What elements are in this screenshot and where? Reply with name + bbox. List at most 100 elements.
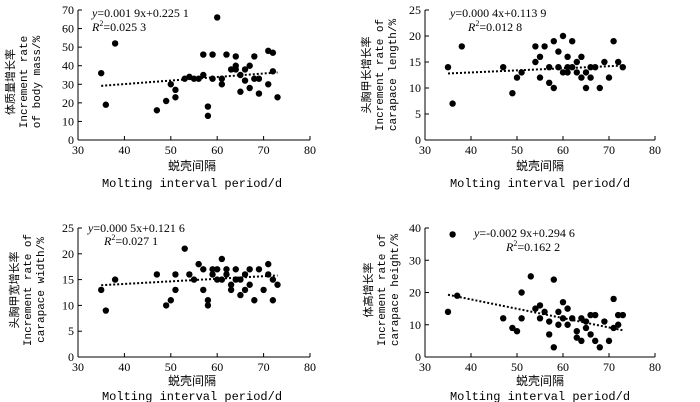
data-point [269, 49, 277, 56]
y-tick-label: 50 [62, 40, 74, 54]
x-tick-label: 30 [72, 143, 84, 157]
y-tick-label: 40 [409, 221, 421, 235]
data-point [153, 107, 161, 114]
data-point [449, 100, 456, 107]
r-squared: R2=0.027 1 [103, 233, 158, 248]
data-point [241, 77, 249, 84]
data-point [587, 331, 594, 338]
data-point [98, 69, 105, 77]
data-point [269, 297, 277, 304]
data-point [223, 51, 230, 58]
data-point [610, 38, 617, 45]
data-point [200, 51, 207, 58]
x-tick-label: 80 [304, 143, 316, 157]
data-point [555, 63, 562, 71]
ylabel-carapace-width: 头胸甲宽增长率 Increment rate of carapace width… [7, 234, 48, 346]
data-point [209, 51, 216, 58]
data-point [610, 324, 617, 332]
data-point [555, 48, 562, 55]
data-point [269, 68, 277, 75]
panel-carapace-length: 头胸甲长增长率 Increment rate of carapace lengt… [359, 3, 661, 191]
x-tick-label: 70 [258, 360, 270, 374]
data-point [582, 69, 590, 76]
data-point [111, 40, 119, 47]
data-point [200, 71, 207, 79]
data-point [265, 81, 272, 88]
data-point [619, 311, 626, 319]
data-point [214, 266, 221, 273]
x-tick-label: 40 [118, 360, 130, 374]
data-point [162, 97, 170, 105]
data-point [550, 84, 557, 92]
data-point [596, 344, 603, 351]
data-point [559, 69, 567, 76]
data-point [582, 318, 590, 325]
data-point [172, 271, 179, 278]
data-point [237, 276, 244, 283]
data-point [518, 289, 525, 296]
data-point [98, 286, 105, 294]
y-tick-label: 10 [409, 318, 421, 332]
data-point [237, 88, 244, 95]
ylabel-en-line2: of body mass/% [32, 35, 44, 128]
ylabel-en-line1: Increment rate of [375, 19, 387, 131]
y-tick-label: 30 [409, 253, 421, 267]
data-point [255, 266, 263, 273]
ylabel-en-line2: carapace height/% [390, 233, 402, 346]
data-point [546, 79, 553, 87]
x-tick-label: 60 [211, 360, 223, 374]
data-point [536, 315, 544, 322]
r-squared: R2=0.025 3 [91, 19, 146, 34]
data-point [550, 276, 557, 283]
trend-line [447, 293, 623, 332]
data-point [204, 103, 212, 110]
data-point [167, 297, 174, 304]
y-tick-label: 10 [62, 298, 74, 312]
data-point [569, 315, 576, 322]
data-point [218, 255, 226, 263]
y-tick-label: 0 [68, 133, 74, 147]
data-point [518, 69, 525, 76]
data-point [582, 84, 590, 92]
x-tick-label: 80 [649, 143, 661, 157]
ylabel-en-line2: carapace width/% [36, 237, 48, 343]
data-point [518, 315, 525, 322]
axes-carapace-length: 30 40 50 60 70 80 0 5 10 15 20 25 [409, 3, 661, 157]
ylabel-body-mass: 体质量增长率 Increment rate of body mass/% [3, 35, 44, 128]
data-point [573, 334, 580, 341]
ylabel-zh: 头胸甲长增长率 [359, 37, 373, 114]
x-tick-label: 50 [511, 360, 523, 374]
data-point [536, 74, 544, 81]
data-point [218, 276, 226, 283]
data-point [509, 90, 516, 97]
data-point [204, 112, 212, 120]
data-point [237, 291, 244, 299]
data-point [241, 66, 249, 73]
data-point [102, 101, 110, 108]
data-point [200, 286, 207, 294]
y-tick-label: 5 [415, 107, 421, 121]
x-tick-label: 40 [118, 143, 130, 157]
data-point [444, 308, 452, 316]
y-tick-label: 5 [68, 324, 74, 338]
x-tick-label: 40 [465, 360, 477, 374]
data-point [573, 58, 580, 66]
data-point [500, 63, 507, 71]
data-point [578, 337, 585, 345]
data-point [232, 266, 239, 273]
regression-equation: y=-0.002 9x+0.294 6 [473, 226, 575, 240]
regression-equation: y=0.000 5x+0.121 6 [87, 221, 185, 235]
x-tick-label: 50 [165, 360, 177, 374]
data-point [564, 305, 571, 312]
data-point [209, 271, 216, 278]
data-point [605, 74, 613, 81]
data-point [559, 298, 567, 306]
y-tick-label: 40 [62, 59, 74, 73]
data-point [251, 297, 258, 304]
y-tick-label: 20 [409, 286, 421, 300]
data-point [555, 308, 562, 316]
data-point [181, 245, 188, 252]
x-tick-label: 30 [72, 360, 84, 374]
y-tick-label: 15 [409, 55, 421, 69]
